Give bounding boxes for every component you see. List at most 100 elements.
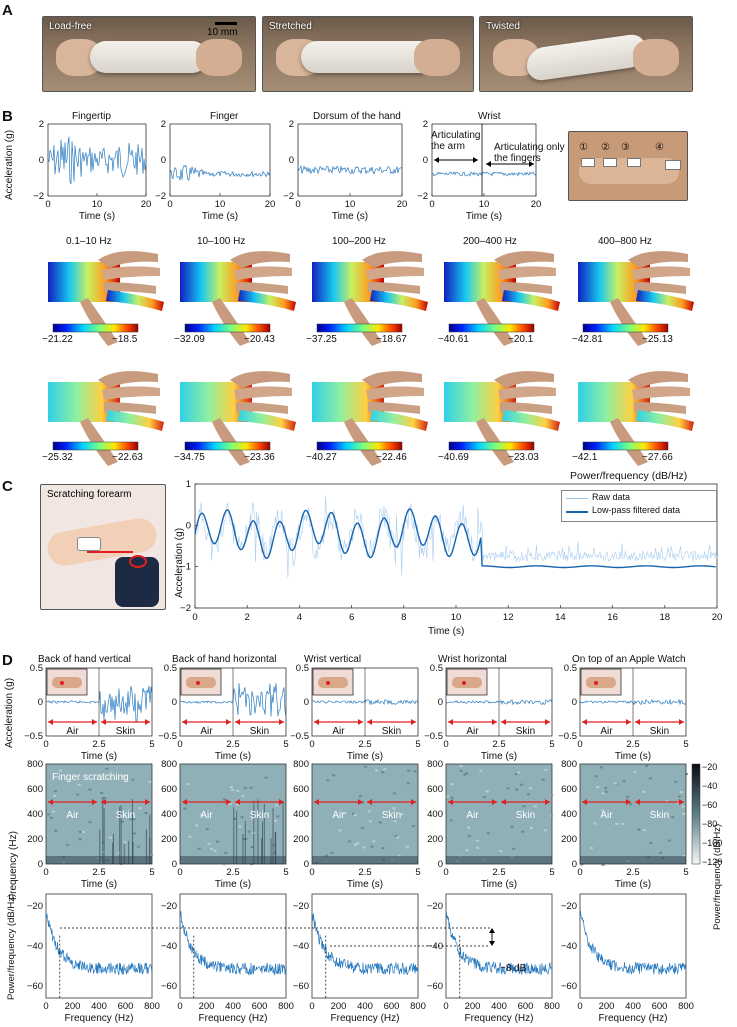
- hand-finger-heat: [502, 410, 560, 431]
- b-xlabel: Time (s): [466, 211, 502, 222]
- colorbar-min: −37.25: [306, 334, 337, 345]
- spectrogram-speckle: [465, 772, 469, 775]
- cbar-tick-label: −40: [702, 781, 717, 791]
- spectrogram-speckle: [370, 845, 374, 848]
- hand-finger: [498, 386, 556, 400]
- b-ytick-label: −2: [283, 191, 294, 202]
- d3-xtick-label: 400: [625, 1001, 641, 1012]
- spectrogram-speckle: [407, 769, 411, 772]
- cbar-tick-label: −80: [702, 819, 717, 829]
- d1-xtick-label: 0: [309, 739, 314, 750]
- spectrogram-speckle: [514, 772, 518, 775]
- spectrogram-speckle: [138, 807, 142, 810]
- legend-filtered-swatch: [566, 511, 588, 513]
- d1-inset-marker: [462, 681, 466, 685]
- b-ytick-label: −2: [33, 191, 44, 202]
- spectrogram-speckle: [520, 783, 524, 786]
- colorbar: [448, 323, 535, 333]
- hand-thumb: [476, 298, 514, 346]
- spectrogram-speckle: [604, 790, 608, 793]
- air-label: Air: [66, 726, 79, 737]
- d1-xtick-label: 5: [415, 739, 420, 750]
- arrowhead: [48, 719, 53, 725]
- d1-inset-marker: [326, 681, 330, 685]
- colorbar-max: −27.66: [642, 452, 673, 463]
- power-label: Power/frequency (dB/Hz): [570, 470, 688, 482]
- c-xtick-label: 16: [607, 612, 618, 623]
- d1-ytick-label: 0: [572, 697, 577, 708]
- spectrogram-speckle: [358, 795, 362, 798]
- spectrogram-speckle: [66, 844, 70, 847]
- spectrogram-speckle: [120, 820, 124, 823]
- d-condition-title: On top of an Apple Watch: [572, 654, 686, 665]
- psd-frame: [179, 893, 287, 999]
- colorbar: [184, 441, 271, 451]
- hand-finger: [628, 371, 688, 388]
- spectrogram-speckle: [479, 769, 483, 772]
- colorbar-max: −23.03: [508, 452, 539, 463]
- spectrogram-speckle: [353, 814, 357, 817]
- arrowhead: [448, 719, 453, 725]
- spectrogram-speckle: [136, 845, 140, 848]
- d3-ytick-label: −20: [27, 901, 43, 912]
- b-ytick-label: 2: [161, 119, 166, 130]
- spectrogram-speckle: [685, 773, 689, 776]
- spectrogram-speckle: [242, 837, 246, 840]
- panel-c-letter: C: [2, 478, 13, 495]
- hand-finger: [500, 282, 552, 294]
- spectrogram-speckle: [512, 847, 516, 850]
- psd-frame: [445, 893, 553, 999]
- d2-xtick-label: 2.5: [626, 867, 639, 878]
- c-xtick-label: 10: [451, 612, 462, 623]
- c-xtick-label: 12: [503, 612, 514, 623]
- d2-ytick-label: 400: [27, 809, 43, 820]
- skin-label: Skin: [382, 726, 401, 737]
- spectrogram-speckle: [247, 830, 251, 833]
- spectrogram-speckle: [411, 825, 415, 828]
- hand-finger-heat: [636, 290, 694, 311]
- spectrogram-speckle: [222, 863, 226, 866]
- d2-ytick-label: 800: [561, 759, 577, 770]
- spectrogram-speckle: [324, 854, 328, 857]
- d2-ytick-label: 600: [27, 784, 43, 795]
- b-signal-trace: [297, 164, 403, 175]
- spectrogram-speckle: [351, 812, 355, 815]
- spectrogram-speckle: [533, 805, 537, 808]
- d2-ytick-label: 600: [561, 784, 577, 795]
- d-condition-title: Back of hand horizontal: [172, 654, 277, 665]
- c-xtick-label: 4: [297, 612, 302, 623]
- spectrogram-speckle: [665, 800, 669, 803]
- c-ytick-label: −1: [180, 562, 191, 573]
- spectrogram-speckle: [499, 850, 503, 853]
- spectrogram-speckle: [594, 775, 598, 778]
- spectrogram-speckle: [521, 830, 525, 833]
- arrowhead: [279, 799, 284, 805]
- spectrogram-speckle: [580, 863, 584, 866]
- panel-b-heatmaps: [48, 251, 694, 466]
- spectrogram-speckle: [601, 863, 605, 866]
- colorbar-min: −21.22: [42, 334, 73, 345]
- hand-finger: [494, 251, 554, 268]
- spectrogram-speckle: [667, 839, 671, 842]
- spectrogram-speckle: [188, 835, 192, 838]
- photo-caption: Load-free: [49, 21, 92, 32]
- d1-xtick-label: 2.5: [92, 739, 105, 750]
- d1-xtick-label: 0: [577, 739, 582, 750]
- spectrogram-speckle: [326, 779, 330, 782]
- spectrogram-speckle: [396, 836, 400, 839]
- spectrogram-speckle: [251, 817, 255, 820]
- spectrogram-speckle: [596, 786, 600, 789]
- psd-frame: [579, 893, 687, 999]
- d1-inset-marker: [196, 681, 200, 685]
- hand-thumb: [80, 298, 118, 346]
- d3-ytick-label: −40: [161, 941, 177, 952]
- spectrogram-speckle: [52, 810, 56, 813]
- d1-ytick-label: 0.5: [430, 663, 443, 674]
- d1-xtick-label: 5: [549, 739, 554, 750]
- hand-finger-heat: [238, 410, 296, 431]
- spectrogram-speckle: [641, 790, 645, 793]
- spectrogram-lowband: [312, 856, 418, 864]
- hand-finger: [632, 266, 690, 280]
- spectrogram-speckle: [459, 769, 463, 772]
